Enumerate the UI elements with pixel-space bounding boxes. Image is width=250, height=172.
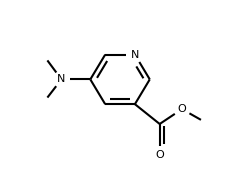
Text: N: N	[131, 50, 139, 60]
Text: O: O	[178, 104, 186, 114]
Text: O: O	[155, 149, 164, 159]
Text: N: N	[57, 74, 66, 84]
